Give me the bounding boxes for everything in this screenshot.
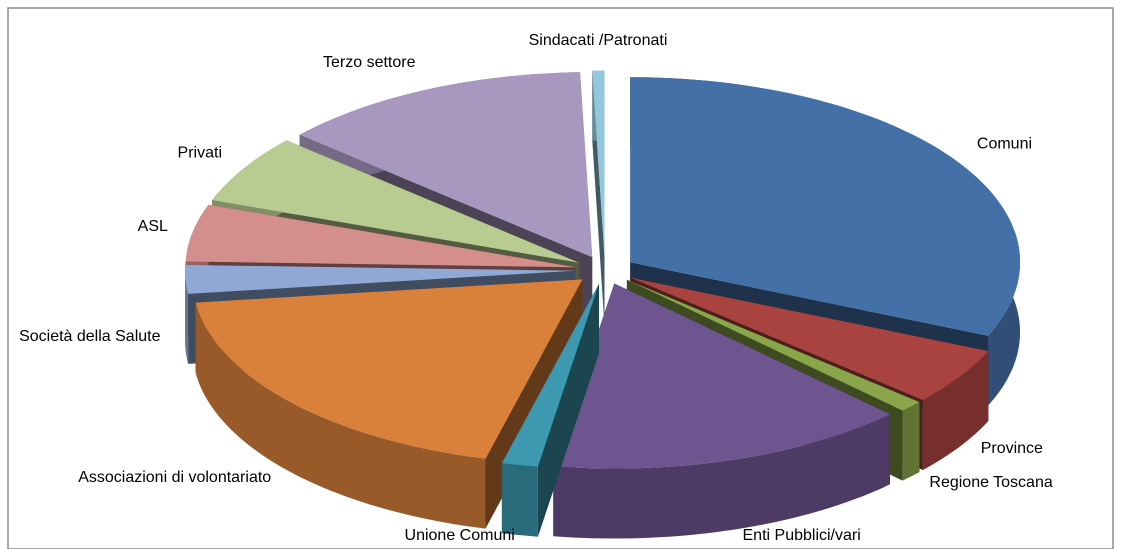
pie-slice	[592, 70, 605, 256]
pie-slice	[212, 140, 580, 263]
slice-rim	[501, 463, 538, 537]
slice-rim	[195, 302, 486, 529]
pie-slice	[630, 77, 1020, 336]
slice-label: Enti Pubblici/vari	[743, 527, 861, 544]
slice-rim	[922, 351, 989, 470]
slice-label: Associazioni di volontariato	[78, 469, 271, 486]
slice-rim	[185, 264, 189, 364]
pie-slice	[501, 283, 599, 467]
slice-rim	[553, 414, 890, 539]
slice-rim	[902, 402, 920, 481]
pie-slice	[299, 72, 593, 258]
slice-label: Province	[981, 440, 1043, 457]
pie-slice	[185, 264, 575, 294]
pie-slice	[553, 283, 890, 469]
pie-slice	[630, 277, 989, 400]
pie-slice	[626, 279, 920, 411]
pie-slice	[195, 279, 583, 459]
slice-label: Sindacati /Patronati	[529, 32, 668, 49]
slice-label: Comuni	[977, 135, 1032, 152]
slice-label: Terzo settore	[323, 54, 416, 71]
slice-label: Società della Salute	[19, 328, 161, 345]
slice-label: Privati	[178, 145, 222, 162]
slice-label: Unione Comuni	[405, 527, 515, 544]
slice-label: Regione Toscana	[929, 474, 1052, 491]
pie-slice	[185, 204, 576, 268]
slice-label: ASL	[138, 218, 168, 235]
